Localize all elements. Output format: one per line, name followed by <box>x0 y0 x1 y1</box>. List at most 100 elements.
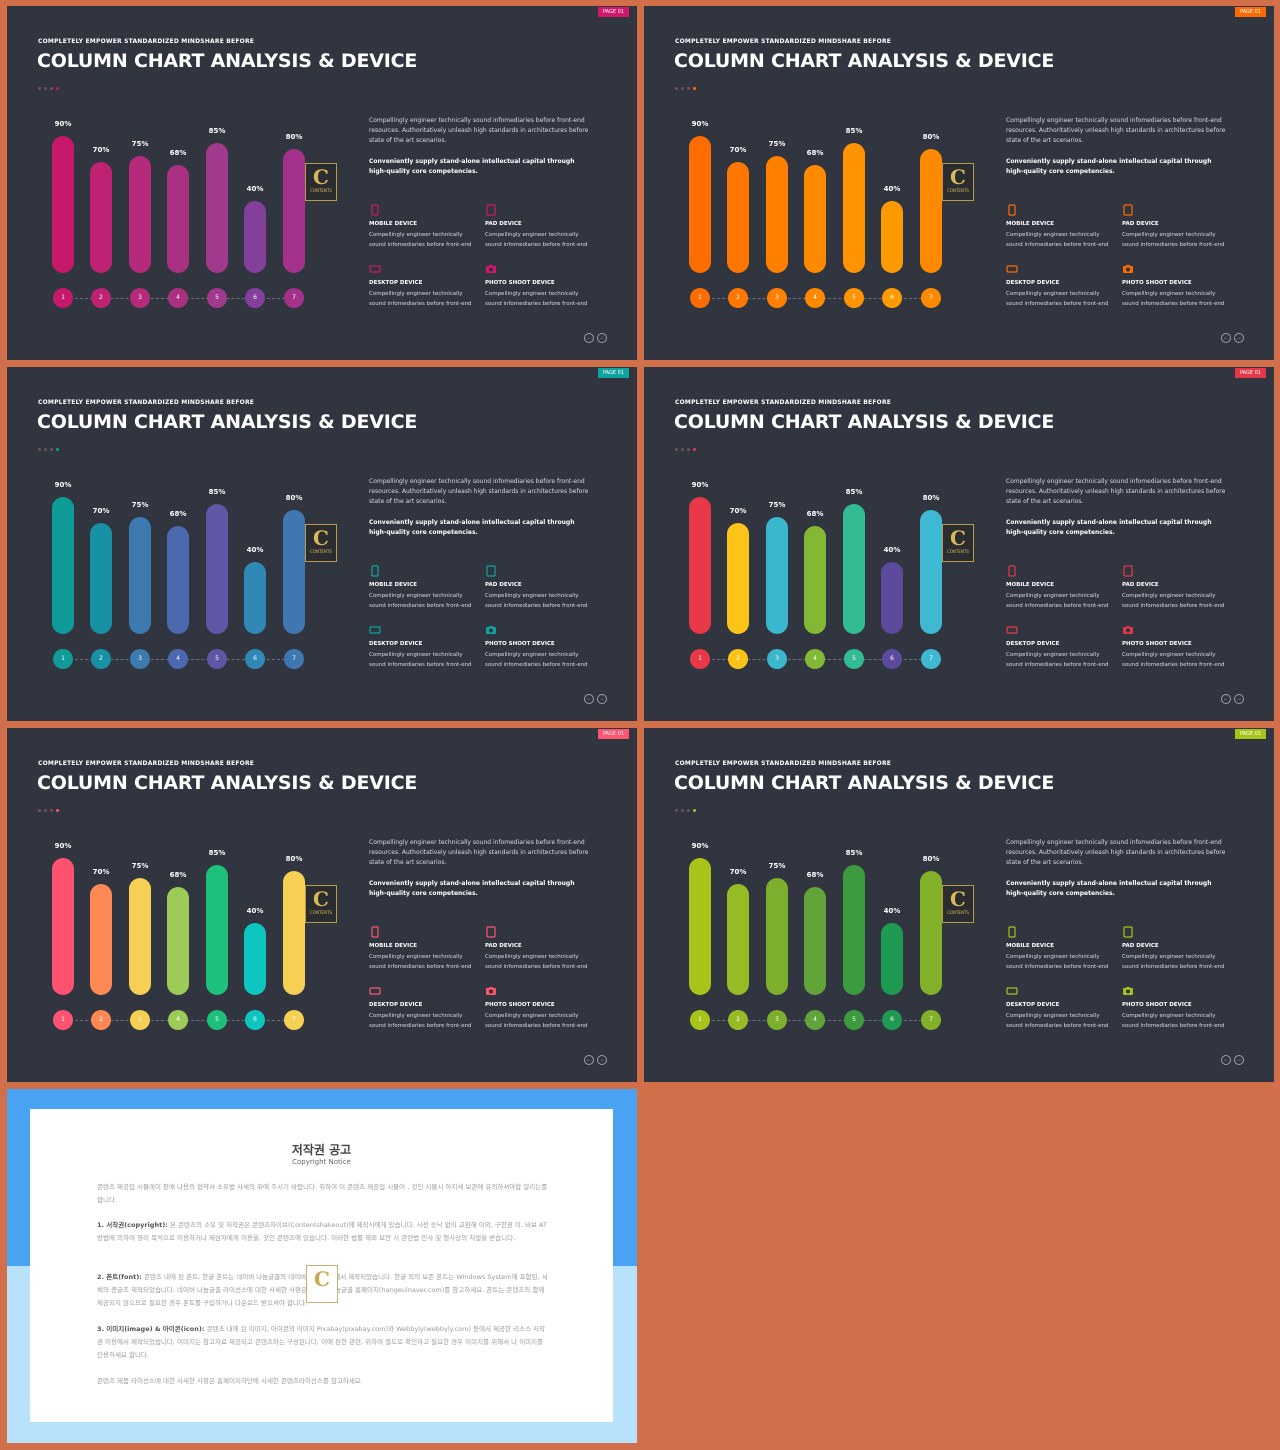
kicker-text: COMPLETELY EMPOWER STANDARDIZED MINDSHAR… <box>675 760 892 767</box>
body-paragraph: Compellingly engineer technically sound … <box>369 117 589 144</box>
bar-number-circle: 1 <box>53 288 73 308</box>
bar-value-label: 75% <box>131 500 149 509</box>
chart-bar <box>766 516 788 634</box>
bar-number-circle: 6 <box>245 649 265 669</box>
contents-logo: C CONTENTS <box>305 885 337 923</box>
bar-value-label: 40% <box>883 185 901 193</box>
slide-navigation: ← → <box>1221 333 1247 351</box>
copyright-subtitle: Copyright Notice <box>292 1158 351 1166</box>
prev-arrow-icon[interactable]: ← <box>1221 333 1231 343</box>
device-description: Compellingly engineer technically sound … <box>1122 593 1225 609</box>
next-arrow-icon[interactable]: → <box>1234 1055 1244 1065</box>
column-chart: 90% 1 70% 2 75% 3 68% 4 85% 5 40% 6 80% 7 <box>682 472 946 677</box>
chart-bar <box>881 562 903 634</box>
bar-value-label: 75% <box>768 861 786 870</box>
tablet-icon <box>1122 564 1134 577</box>
next-arrow-icon[interactable]: → <box>597 1055 607 1065</box>
device-title: DESKTOP DEVICE <box>1006 1002 1060 1008</box>
copyright-section-1: 1. 서작권(copyright): 본 콘텐츠의 소유 및 저작권은 콘텐츠하… <box>97 1219 549 1245</box>
chart-bar <box>689 497 711 634</box>
chart-bar <box>920 510 942 634</box>
highlight-paragraph: Conveniently supply stand-alone intellec… <box>1006 519 1212 536</box>
bar-value-label: 80% <box>922 494 940 502</box>
camera-icon <box>1122 623 1134 635</box>
bar-number-circle: 7 <box>921 649 941 669</box>
device-title: PAD DEVICE <box>485 221 522 227</box>
bar-number-circle: 7 <box>284 1010 304 1030</box>
chart-bar <box>206 142 228 273</box>
copyright-slide: 저작권 공고 Copyright Notice 콘텐츠 제공업 시뮬레이 판매 … <box>7 1089 637 1443</box>
mobile-icon <box>369 564 381 577</box>
device-title: PHOTO SHOOT DEVICE <box>485 280 555 286</box>
device-description: Compellingly engineer technically sound … <box>485 232 588 248</box>
chart-bar <box>766 155 788 273</box>
copyright-title: 저작권 공고 <box>291 1143 352 1157</box>
chart-bar <box>52 497 74 634</box>
watermark-letter: C <box>314 1267 330 1291</box>
bar-number-circle: 1 <box>53 1010 73 1030</box>
desktop-icon <box>1006 623 1018 635</box>
kicker-text: COMPLETELY EMPOWER STANDARDIZED MINDSHAR… <box>675 38 892 45</box>
prev-arrow-icon[interactable]: ← <box>1221 1055 1231 1065</box>
bar-number-circle: 5 <box>207 1010 227 1030</box>
chart-bar <box>167 886 189 995</box>
bar-number-circle: 4 <box>168 1010 188 1030</box>
highlight-paragraph: Conveniently supply stand-alone intellec… <box>369 158 575 175</box>
decor-dot <box>681 809 684 812</box>
device-description: Compellingly engineer technically sound … <box>369 593 472 609</box>
bar-value-label: 70% <box>729 507 747 515</box>
highlight-paragraph: Conveniently supply stand-alone intellec… <box>1006 880 1212 897</box>
bar-value-label: 90% <box>691 120 709 128</box>
chart-bar <box>167 525 189 634</box>
chart-bar <box>129 155 151 273</box>
bar-number-circle: 6 <box>882 288 902 308</box>
bar-number-circle: 1 <box>53 649 73 669</box>
page-tag: PAGE 01 <box>597 729 629 739</box>
bar-number-circle: 1 <box>690 649 710 669</box>
page-tag: PAGE 01 <box>1234 729 1266 739</box>
camera-icon <box>1122 984 1134 996</box>
device-description: Compellingly engineer technically sound … <box>1006 652 1109 668</box>
bar-value-label: 68% <box>806 509 824 518</box>
decor-dot <box>687 448 690 451</box>
bar-value-label: 90% <box>54 842 72 850</box>
prev-arrow-icon[interactable]: ← <box>584 694 594 704</box>
bar-value-label: 90% <box>691 842 709 850</box>
bar-number-circle: 5 <box>207 288 227 308</box>
bar-number-circle: 6 <box>245 288 265 308</box>
slide-navigation: ← → <box>1221 694 1247 712</box>
prev-arrow-icon[interactable]: ← <box>584 1055 594 1065</box>
prev-arrow-icon[interactable]: ← <box>584 333 594 343</box>
tablet-icon <box>485 203 497 216</box>
bar-number-circle: 6 <box>882 1010 902 1030</box>
chart-bar <box>52 858 74 995</box>
next-arrow-icon[interactable]: → <box>597 333 607 343</box>
logo-letter: C <box>950 526 966 550</box>
device-description: Compellingly engineer technically sound … <box>485 291 588 307</box>
slide-title: COLUMN CHART ANALYSIS & DEVICE <box>674 772 1055 794</box>
copyright-card: 저작권 공고 Copyright Notice 콘텐츠 제공업 시뮬레이 판매 … <box>30 1109 613 1422</box>
device-title: DESKTOP DEVICE <box>369 641 423 647</box>
prev-arrow-icon[interactable]: ← <box>1221 694 1231 704</box>
chart-bar <box>804 525 826 634</box>
decor-dot <box>675 87 678 90</box>
logo-text: CONTENTS <box>310 188 332 193</box>
next-arrow-icon[interactable]: → <box>1234 333 1244 343</box>
highlight-paragraph: Conveniently supply stand-alone intellec… <box>1006 158 1212 175</box>
device-title: PHOTO SHOOT DEVICE <box>1122 641 1192 647</box>
chart-bar <box>920 149 942 273</box>
device-description: Compellingly engineer technically sound … <box>1006 593 1109 609</box>
bar-number-circle: 3 <box>130 649 150 669</box>
next-arrow-icon[interactable]: → <box>597 694 607 704</box>
decor-dot <box>56 448 59 451</box>
device-title: PAD DEVICE <box>1122 943 1159 949</box>
chart-bar <box>727 523 749 634</box>
next-arrow-icon[interactable]: → <box>1234 694 1244 704</box>
device-title: MOBILE DEVICE <box>1006 943 1054 949</box>
bar-value-label: 40% <box>246 185 264 193</box>
bar-value-label: 80% <box>922 855 940 863</box>
device-description: Compellingly engineer technically sound … <box>1122 652 1225 668</box>
decor-dot <box>50 809 53 812</box>
slide-title: COLUMN CHART ANALYSIS & DEVICE <box>674 50 1055 72</box>
decor-dot <box>693 87 696 90</box>
